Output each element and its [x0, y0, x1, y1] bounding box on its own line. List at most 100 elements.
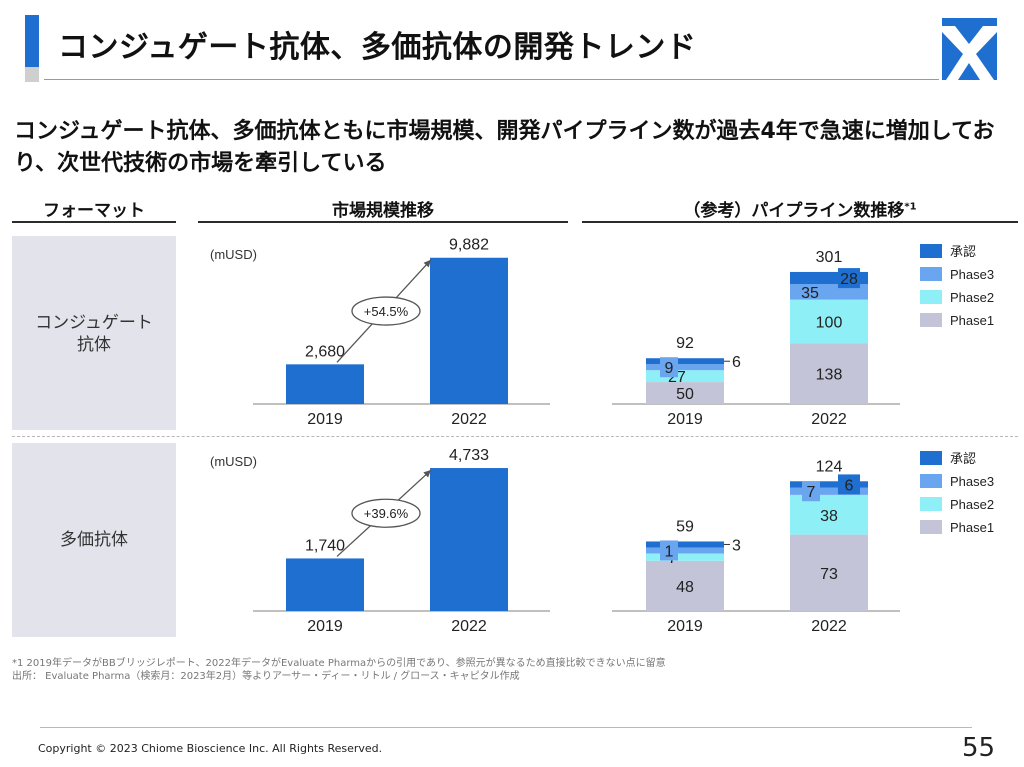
segment-Phase1-2022	[790, 343, 868, 404]
segment-Phase1-2022	[790, 534, 868, 611]
segment-label: 6	[732, 354, 741, 371]
segment-label: 50	[676, 386, 694, 403]
legend-swatch	[920, 497, 942, 511]
page-title: コンジュゲート抗体、多価抗体の開発トレンド	[58, 30, 697, 65]
footnote-source: 出所： Evaluate Pharma（検索月：2023年2月）等よりアーサー・…	[12, 671, 520, 682]
legend-label: 承認	[950, 451, 976, 466]
legend-label: Phase3	[950, 474, 994, 489]
column-header-market: 市場規模推移	[332, 201, 434, 221]
legend-label: Phase2	[950, 497, 994, 512]
segment-Phase2-2022	[790, 299, 868, 344]
column-header-pipeline-label: （参考）パイプライン数推移	[683, 201, 905, 221]
legend-label: 承認	[950, 244, 976, 259]
market-size-chart-conjugate: (mUSD) 2,680 2019 9,882 2022 +54.5%	[210, 237, 550, 428]
segment-label: 73	[820, 566, 838, 583]
growth-badge	[351, 498, 421, 528]
x-tick-label: 2019	[307, 411, 343, 428]
segment-label: 138	[816, 367, 843, 384]
title-accent-bar-grey	[25, 67, 39, 82]
company-logo	[942, 18, 997, 80]
segment-label: 7	[807, 484, 816, 501]
footnote-1: *1 2019年データがBBブリッジレポート、2022年データがEvaluate…	[12, 658, 666, 669]
page-subtitle: コンジュゲート抗体、多価抗体ともに市場規模、開発パイプライン数が過去4年で急速に…	[14, 119, 995, 176]
row-label-line: コンジュゲート	[35, 313, 153, 333]
bar-2019	[286, 558, 364, 611]
growth-arrow-head	[423, 470, 431, 478]
segment-label: 35	[801, 285, 819, 302]
legend-swatch	[920, 474, 942, 488]
growth-badge	[351, 296, 421, 326]
x-tick-label: 2019	[667, 411, 703, 428]
legend-swatch	[920, 244, 942, 258]
title-accent-bar	[25, 15, 39, 67]
total-label: 124	[816, 458, 843, 475]
legend-swatch	[920, 313, 942, 327]
legend-label: Phase1	[950, 520, 994, 535]
data-label: 4,733	[449, 447, 489, 464]
legend-label: Phase3	[950, 267, 994, 282]
row-divider	[12, 436, 1018, 437]
row-label-conjugate: コンジュゲート 抗体	[12, 312, 176, 356]
segment-Phase2-2019	[646, 370, 724, 383]
page-number: 55	[962, 733, 996, 763]
x-tick-label: 2022	[811, 411, 847, 428]
segment-label: 6	[845, 477, 854, 494]
column-header-pipeline: （参考）パイプライン数推移*1	[582, 196, 1018, 221]
data-label: 9,882	[449, 237, 489, 254]
legend-swatch	[920, 290, 942, 304]
legend-swatch	[920, 451, 942, 465]
segment-label: 38	[820, 508, 838, 525]
segment-label-chip	[838, 268, 860, 289]
unit-label: (mUSD)	[210, 247, 257, 262]
segment-Phase2-2019	[646, 553, 724, 561]
legend-label: Phase1	[950, 313, 994, 328]
segment-label: 1	[665, 543, 674, 560]
growth-label: +54.5%	[364, 304, 409, 319]
pipeline-chart-multivalent: 592019487131242022733876承認Phase3Phase2Ph…	[612, 451, 994, 635]
row-label-multivalent: 多価抗体	[12, 529, 176, 551]
footer-rule	[40, 727, 972, 728]
row-box-conjugate: コンジュゲート 抗体	[12, 236, 176, 430]
column-rule-market	[198, 221, 568, 223]
title-underline	[44, 79, 939, 80]
x-tick-label: 2019	[307, 618, 343, 635]
row-label-line: 抗体	[77, 335, 111, 355]
row-label-line: 多価抗体	[60, 530, 128, 550]
logo-mark	[942, 26, 997, 80]
segment-承認-2019	[646, 541, 724, 548]
segment-label-chip	[838, 474, 860, 495]
x-tick-label: 2022	[451, 411, 487, 428]
column-rule-format	[12, 221, 176, 223]
row-box-multivalent: 多価抗体	[12, 443, 176, 637]
bar-2022	[430, 257, 508, 404]
unit-label: (mUSD)	[210, 454, 257, 469]
copyright: Copyright © 2023 Chiome Bioscience Inc. …	[38, 742, 383, 755]
column-rule-pipeline	[582, 221, 1018, 223]
data-label: 1,740	[305, 537, 345, 554]
growth-label: +39.6%	[364, 506, 409, 521]
total-label: 301	[816, 249, 843, 266]
segment-Phase1-2019	[646, 560, 724, 611]
segment-label: 3	[732, 537, 741, 554]
data-label: 2,680	[305, 343, 345, 360]
x-tick-label: 2019	[667, 618, 703, 635]
segment-label: 28	[840, 271, 858, 288]
market-size-chart-multivalent: (mUSD) 1,740 2019 4,733 2022 +39.6%	[210, 447, 550, 635]
segment-label-chip	[660, 540, 678, 561]
bar-2022	[430, 468, 508, 611]
segment-label: 9	[665, 360, 674, 377]
segment-Phase3-2019	[646, 547, 724, 554]
segment-label: 100	[816, 315, 843, 332]
column-header-format: フォーマット	[43, 201, 145, 221]
column-header-pipeline-note: *1	[904, 201, 917, 213]
segment-承認-2022	[790, 481, 868, 488]
segment-承認-2019	[646, 358, 724, 365]
legend-swatch	[920, 267, 942, 281]
segment-Phase2-2022	[790, 494, 868, 535]
x-tick-label: 2022	[451, 618, 487, 635]
segment-Phase3-2022	[790, 487, 868, 495]
bar-2019	[286, 364, 364, 404]
segment-Phase1-2019	[646, 382, 724, 404]
segment-Phase3-2019	[646, 364, 724, 371]
